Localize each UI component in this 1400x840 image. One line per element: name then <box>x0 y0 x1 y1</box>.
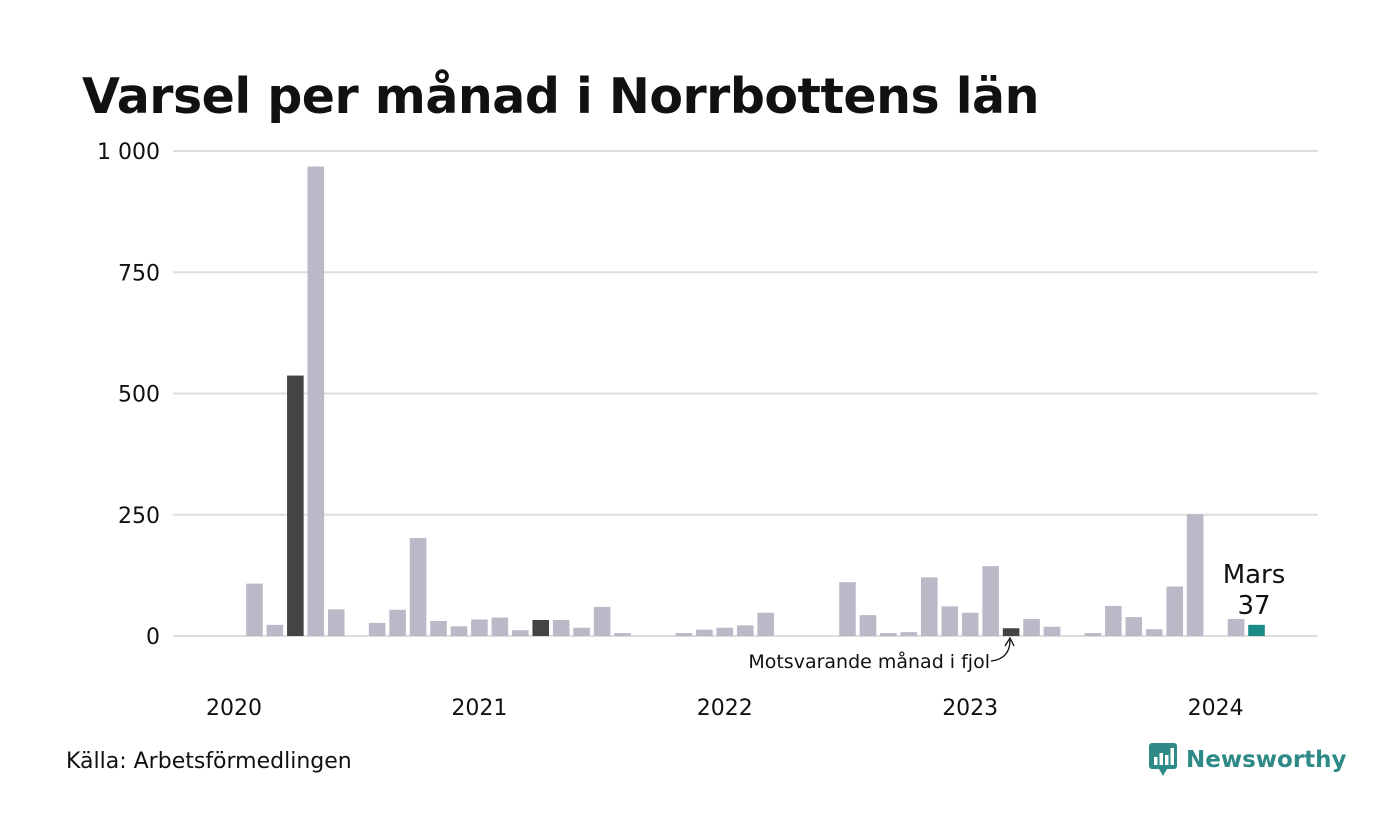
x-tick-label: 2024 <box>1188 696 1244 721</box>
x-tick-label: 2022 <box>697 696 753 721</box>
bar-2023-05 <box>1043 626 1061 636</box>
bars <box>246 166 1265 636</box>
bar-2023-09 <box>1125 617 1143 636</box>
bar-2020-11 <box>430 620 447 636</box>
x-tick-label: 2023 <box>942 696 998 721</box>
x-axis-ticks: 2020 2021 2022 2023 2024 <box>206 696 1244 721</box>
bar-2022-11 <box>921 577 938 636</box>
y-tick-label: 1 000 <box>97 140 160 165</box>
bar-2021-06 <box>573 627 590 636</box>
chart-title: Varsel per månad i Norrbottens län <box>82 68 1040 125</box>
bar-2021-03 <box>512 630 529 636</box>
bar-2023-04 <box>1023 619 1040 636</box>
bar-2022-10 <box>900 632 918 636</box>
bar-2023-03 <box>1002 628 1020 636</box>
bar-2023-02 <box>982 566 999 636</box>
bar-2020-12 <box>450 626 468 636</box>
y-tick-label: 500 <box>118 383 160 408</box>
bar-2020-04 <box>287 375 304 636</box>
x-tick-label: 2021 <box>451 696 507 721</box>
bar-2023-12 <box>1186 514 1204 636</box>
bar-2022-09 <box>880 633 897 636</box>
current-value-label: 37 <box>1237 591 1270 621</box>
bar-2023-07 <box>1084 633 1102 636</box>
bar-2022-02 <box>736 625 754 636</box>
bar-2021-02 <box>491 617 509 636</box>
newsworthy-logo-icon <box>1149 743 1177 776</box>
comparison-arrowhead <box>1004 636 1015 647</box>
bar-2021-04 <box>532 620 550 636</box>
bar-2020-06 <box>327 609 345 636</box>
bar-2023-01 <box>961 612 979 636</box>
comparison-arrow <box>990 639 1011 662</box>
bar-2020-10 <box>409 538 427 636</box>
bar-2020-02 <box>246 583 263 636</box>
brand-logo: Newsworthy <box>1148 742 1347 778</box>
bar-2024-03 <box>1248 624 1265 636</box>
y-tick-label: 750 <box>118 261 160 286</box>
bar-2020-05 <box>307 166 325 636</box>
annotations: Mars 37 Motsvarande månad i fjol <box>748 560 1285 673</box>
bar-2021-07 <box>593 606 611 636</box>
bar-2021-12 <box>696 629 713 636</box>
bar-2020-09 <box>389 609 406 636</box>
bar-2022-07 <box>839 582 856 636</box>
bar-2021-01 <box>471 619 488 636</box>
bar-2024-02 <box>1227 619 1245 636</box>
comparison-annotation: Motsvarande månad i fjol <box>748 650 990 673</box>
y-tick-label: 250 <box>118 504 160 529</box>
gridlines <box>173 150 1318 637</box>
y-axis-ticks: 0 250 500 750 1 000 <box>97 140 160 650</box>
x-tick-label: 2020 <box>206 696 262 721</box>
bar-2022-12 <box>941 606 959 636</box>
bar-2022-01 <box>716 627 734 636</box>
bar-2020-08 <box>368 622 386 636</box>
bar-2023-11 <box>1166 586 1183 636</box>
current-month-label: Mars <box>1223 560 1286 590</box>
bar-2023-08 <box>1105 605 1122 636</box>
bar-2022-08 <box>859 615 877 636</box>
bar-2023-10 <box>1145 629 1163 636</box>
source-note: Källa: Arbetsförmedlingen <box>66 749 352 774</box>
bar-2022-03 <box>757 612 774 636</box>
brand-name: Newsworthy <box>1186 747 1347 773</box>
bar-2021-11 <box>675 633 693 636</box>
bar-2021-08 <box>614 633 631 636</box>
bar-2020-03 <box>266 624 284 636</box>
bar-2021-05 <box>552 620 570 636</box>
y-tick-label: 0 <box>146 625 160 650</box>
